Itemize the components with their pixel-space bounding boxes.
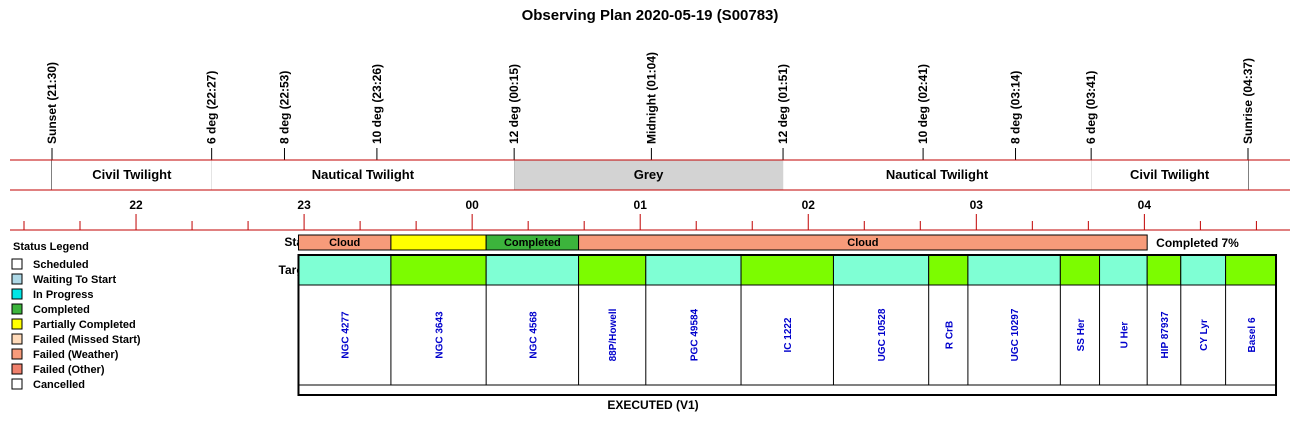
target-label-11: HIP 87937 <box>1160 311 1171 359</box>
hour-label-6: 04 <box>1138 198 1152 212</box>
target-bar-9 <box>1059 254 1101 286</box>
legend-swatch-8 <box>11 378 23 390</box>
band-label-0: Civil Twilight <box>92 167 172 182</box>
target-bar-13 <box>1225 254 1277 286</box>
event-label-1: 6 deg (22:27) <box>205 71 219 144</box>
event-label-9: 6 deg (03:41) <box>1084 71 1098 144</box>
target-label-4: PGC 49584 <box>689 308 700 361</box>
hour-label-5: 03 <box>970 198 984 212</box>
target-bar-11 <box>1146 254 1182 286</box>
target-bar-3 <box>578 254 647 286</box>
hour-label-1: 23 <box>297 198 311 212</box>
event-label-6: 12 deg (01:51) <box>776 64 790 144</box>
hour-label-0: 22 <box>129 198 143 212</box>
target-bar-1 <box>390 254 487 286</box>
status-row: StatusCloudCompletedCloudCompleted 7% <box>284 234 1239 251</box>
legend-title: Status Legend <box>13 241 89 253</box>
legend-swatch-4 <box>11 318 23 330</box>
hour-label-4: 02 <box>802 198 816 212</box>
hour-label-3: 01 <box>634 198 648 212</box>
status-legend: Status Legend Scheduled Waiting To Start In… <box>11 241 141 391</box>
target-label-0: NGC 4277 <box>341 311 352 359</box>
legend-label-0: Scheduled <box>33 259 89 271</box>
target-bar-2 <box>485 254 580 286</box>
target-label-7: R CrB <box>944 321 955 349</box>
event-label-8: 8 deg (03:14) <box>1009 71 1023 144</box>
target-bar-0 <box>297 254 392 286</box>
hour-axis: 22 23 00 01 02 03 04 <box>10 198 1290 231</box>
legend-label-6: Failed (Weather) <box>33 349 119 361</box>
event-label-10: Sunrise (04:37) <box>1241 58 1255 144</box>
band-2 <box>514 160 784 190</box>
target-label-9: SS Her <box>1076 318 1087 351</box>
target-bar-12 <box>1180 254 1227 286</box>
target-label-2: NGC 4568 <box>528 311 539 359</box>
target-label-10: U Her <box>1119 322 1130 349</box>
twilight-bands: Civil Twilight Nautical Twilight Grey Nauti… <box>10 159 1290 191</box>
target-bar-8 <box>967 254 1061 286</box>
target-bar-10 <box>1099 254 1148 286</box>
legend-label-1: Waiting To Start <box>33 274 116 286</box>
executed-label: EXECUTED (V1) <box>607 398 698 412</box>
event-label-3: 10 deg (23:26) <box>370 64 384 144</box>
status-segment-label-2: Completed <box>504 237 561 249</box>
target-bar-5 <box>740 254 834 286</box>
legend-label-5: Failed (Missed Start) <box>33 334 141 346</box>
event-label-7: 10 deg (02:41) <box>916 64 930 144</box>
completion-label: Completed 7% <box>1156 236 1239 250</box>
status-segment-1 <box>390 234 487 251</box>
target-label-8: UGC 10297 <box>1010 308 1021 361</box>
target-bar-4 <box>645 254 742 286</box>
band-label-1: Nautical Twilight <box>312 167 415 182</box>
event-label-5: Midnight (01:04) <box>644 52 658 144</box>
legend-label-3: Completed <box>33 304 90 316</box>
target-label-1: NGC 3643 <box>435 311 446 359</box>
event-markers: Sunset (21:30) 6 deg (22:27) 8 deg (22:53)… <box>45 52 1255 190</box>
band-label-3: Nautical Twilight <box>886 167 989 182</box>
event-label-2: 8 deg (22:53) <box>277 71 291 144</box>
legend-label-8: Cancelled <box>33 379 85 391</box>
status-segment-label-3: Cloud <box>847 237 878 249</box>
target-bar-7 <box>928 254 969 286</box>
target-label-3: 88P/Howell <box>608 308 619 361</box>
band-0 <box>52 160 212 190</box>
event-label-4: 12 deg (00:15) <box>507 64 521 144</box>
legend-label-4: Partially Completed <box>33 319 136 331</box>
event-label-0: Sunset (21:30) <box>45 62 59 144</box>
band-label-4: Civil Twilight <box>1130 167 1210 182</box>
chart-title: Observing Plan 2020-05-19 (S00783) <box>522 7 779 24</box>
status-segment-3 <box>578 234 1148 251</box>
legend-swatch-3 <box>11 303 23 315</box>
band-3 <box>783 160 1092 190</box>
target-label-12: CY Lyr <box>1199 319 1210 351</box>
legend-swatch-5 <box>11 333 23 345</box>
target-label-6: UGC 10528 <box>877 308 888 361</box>
target-label-5: IC 1222 <box>783 317 794 352</box>
hour-label-2: 00 <box>465 198 479 212</box>
target-bar-6 <box>832 254 930 286</box>
legend-swatch-1 <box>11 273 23 285</box>
legend-swatch-2 <box>11 288 23 300</box>
legend-swatch-6 <box>11 348 23 360</box>
legend-swatch-0 <box>11 258 23 270</box>
band-1 <box>211 160 515 190</box>
target-label-13: Basel 6 <box>1247 317 1258 352</box>
legend-swatch-7 <box>11 363 23 375</box>
band-4 <box>1091 160 1248 190</box>
status-segment-label-0: Cloud <box>329 237 360 249</box>
band-label-2: Grey <box>634 167 664 182</box>
legend-label-7: Failed (Other) <box>33 364 105 376</box>
legend-label-2: In Progress <box>33 289 94 301</box>
targets-frame <box>297 254 1278 396</box>
